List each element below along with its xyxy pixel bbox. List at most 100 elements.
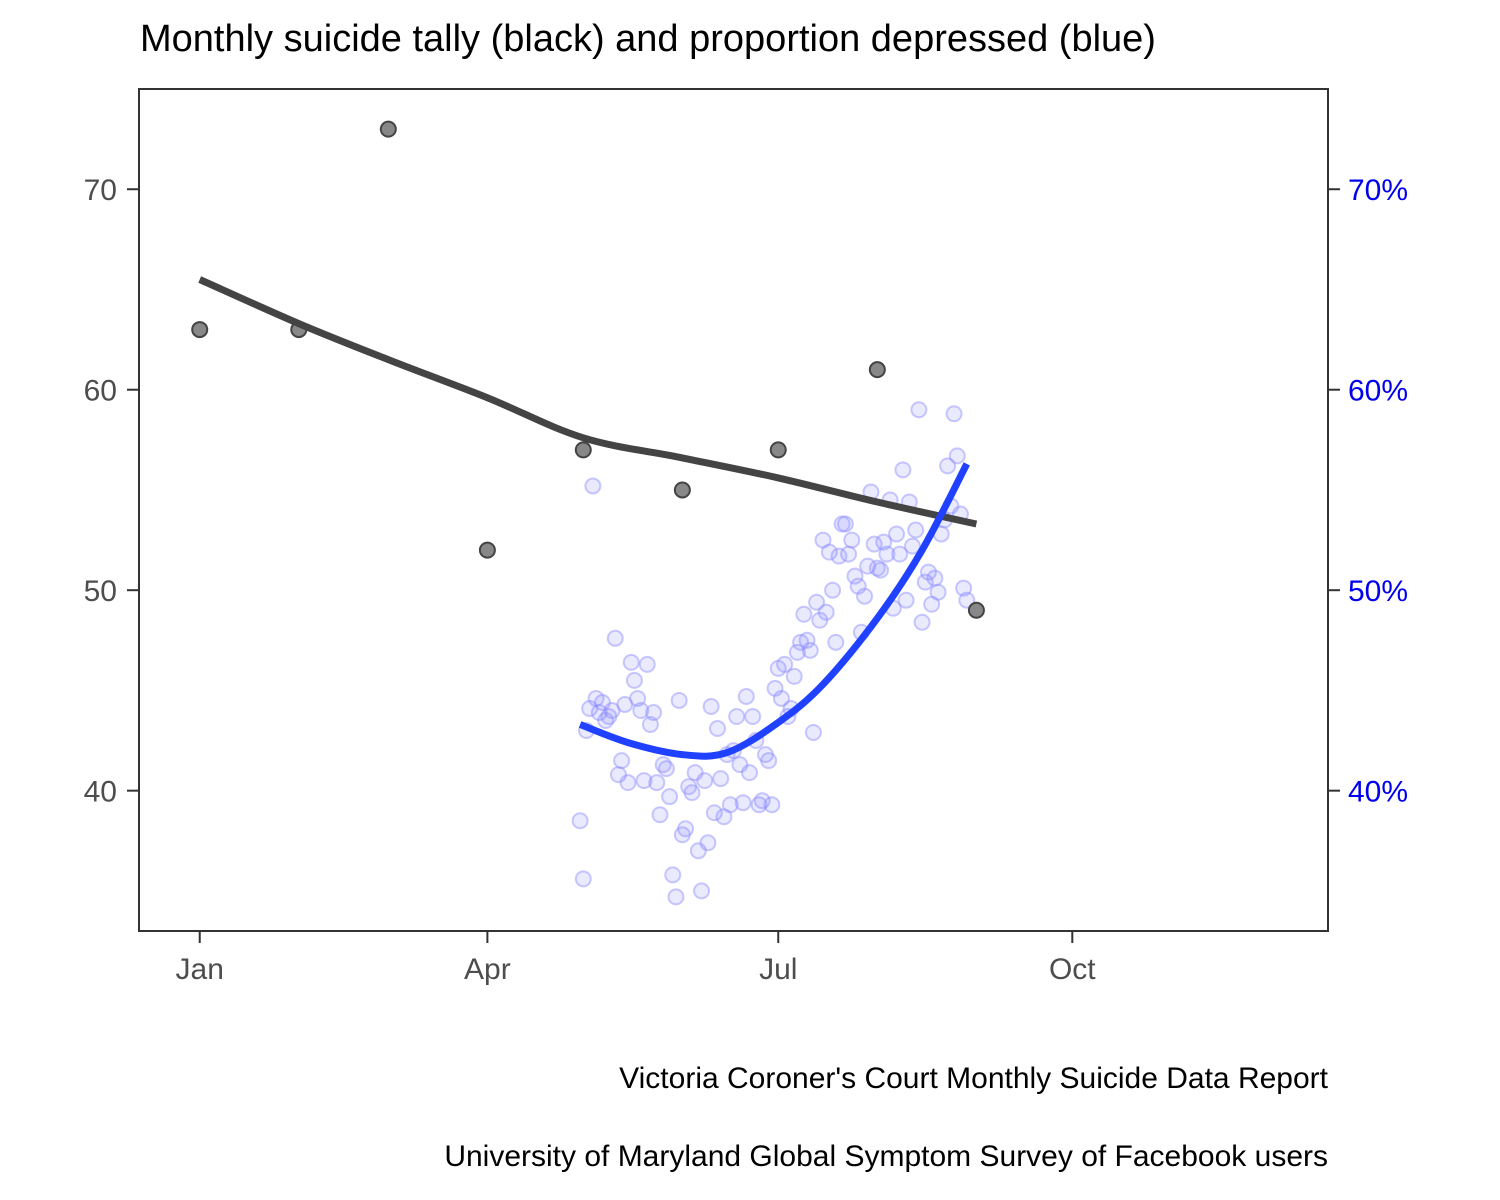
depressed-point bbox=[903, 537, 921, 555]
depressed-point bbox=[661, 788, 679, 806]
caption-source-2: University of Maryland Global Symptom Su… bbox=[444, 1140, 1328, 1173]
depressed-point bbox=[798, 631, 816, 649]
depressed-point bbox=[948, 447, 966, 465]
depressed-point bbox=[891, 545, 909, 563]
depressed-point bbox=[728, 707, 746, 725]
x-tick-label: Jul bbox=[759, 953, 797, 986]
depressed-point bbox=[667, 888, 685, 906]
depressed-point bbox=[916, 573, 934, 591]
depressed-point bbox=[632, 701, 650, 719]
depressed-point bbox=[715, 808, 733, 826]
depressed-point bbox=[894, 461, 912, 479]
depressed-point bbox=[645, 703, 663, 721]
depressed-point bbox=[849, 577, 867, 595]
depressed-point bbox=[590, 703, 608, 721]
suicide-point bbox=[769, 441, 787, 459]
depressed-point bbox=[600, 707, 618, 725]
depressed-point bbox=[744, 707, 762, 725]
depressed-point bbox=[619, 774, 637, 792]
depressed-point bbox=[811, 611, 829, 629]
depressed-point bbox=[686, 764, 704, 782]
plot-panel-border bbox=[138, 88, 1329, 932]
depressed-point bbox=[785, 667, 803, 685]
depressed-point bbox=[648, 774, 666, 792]
depressed-point bbox=[910, 401, 928, 419]
depressed-point bbox=[923, 595, 941, 613]
suicide-point bbox=[967, 601, 985, 619]
y-left-tick-label: 70 bbox=[84, 174, 117, 207]
depressed-point bbox=[846, 567, 864, 585]
depressed-point bbox=[750, 796, 768, 814]
depressed-point bbox=[760, 752, 778, 770]
y-left-tick-label: 40 bbox=[84, 776, 117, 809]
depressed-point bbox=[670, 691, 688, 709]
depressed-point bbox=[865, 535, 883, 553]
y-right-tick-label: 70% bbox=[1348, 174, 1408, 207]
depressed-point bbox=[597, 712, 615, 729]
depressed-point bbox=[804, 724, 822, 742]
depressed-point bbox=[808, 593, 826, 611]
depressed-point bbox=[945, 405, 963, 423]
depressed-point bbox=[683, 784, 701, 802]
depressed-point bbox=[878, 545, 896, 563]
y-left-tick-label: 50 bbox=[84, 575, 117, 608]
depressed-point bbox=[788, 643, 806, 661]
depressed-point bbox=[772, 689, 790, 707]
depressed-point bbox=[584, 477, 602, 495]
x-tick-label: Oct bbox=[1049, 953, 1096, 986]
depressed-point bbox=[606, 629, 624, 647]
depressed-point bbox=[734, 794, 752, 812]
depressed-point bbox=[616, 695, 634, 713]
suicide-point bbox=[574, 441, 592, 459]
depressed-point bbox=[939, 457, 957, 475]
suicide-points bbox=[191, 120, 985, 619]
x-axis: Jan Apr Jul Oct bbox=[176, 931, 1096, 986]
depressed-point bbox=[888, 525, 906, 543]
depressed-point bbox=[693, 882, 711, 900]
depressed-point bbox=[795, 605, 813, 623]
depressed-point bbox=[587, 689, 605, 707]
depressed-point bbox=[629, 689, 647, 707]
depressed-point bbox=[657, 760, 675, 778]
depressed-point bbox=[731, 756, 749, 774]
x-tick-label: Apr bbox=[464, 953, 511, 986]
x-tick-label: Jan bbox=[176, 953, 224, 986]
depressed-point bbox=[824, 581, 842, 599]
depressed-point bbox=[625, 671, 643, 689]
depressed-point bbox=[753, 792, 771, 810]
depressed-point bbox=[593, 693, 611, 711]
depressed-point bbox=[702, 697, 720, 715]
depressed-point bbox=[868, 559, 886, 577]
depressed-point bbox=[907, 521, 925, 539]
depressed-point bbox=[817, 603, 835, 621]
suicide-point bbox=[673, 481, 691, 499]
suicide-point bbox=[191, 321, 209, 339]
depressed-point bbox=[919, 563, 937, 581]
depressed-point bbox=[859, 557, 877, 575]
depressed-point bbox=[609, 766, 627, 784]
y-axis-left: 40 50 60 70 bbox=[84, 174, 139, 809]
depressed-point bbox=[613, 752, 631, 770]
depressed-point bbox=[955, 579, 973, 597]
y-right-tick-label: 50% bbox=[1348, 575, 1408, 608]
suicide-point bbox=[379, 120, 397, 138]
depressed-point bbox=[827, 633, 845, 651]
depressed-point bbox=[820, 543, 838, 561]
depressed-point bbox=[721, 796, 739, 814]
depressed-point bbox=[696, 772, 714, 790]
depressed-point bbox=[574, 870, 592, 888]
depressed-point bbox=[840, 545, 858, 563]
depressed-point bbox=[740, 764, 758, 782]
suicide-smooth-line bbox=[198, 276, 978, 528]
depressed-point bbox=[856, 587, 874, 605]
depressed-point bbox=[801, 641, 819, 659]
depressed-point bbox=[638, 655, 656, 673]
chart-title: Monthly suicide tally (black) and propor… bbox=[140, 18, 1156, 60]
y-axis-right: 40% 50% 60% 70% bbox=[1328, 174, 1408, 809]
depressed-point bbox=[766, 679, 784, 697]
depressed-point bbox=[929, 583, 947, 601]
depressed-point bbox=[875, 533, 893, 551]
depressed-point bbox=[958, 591, 976, 609]
depressed-point bbox=[622, 653, 640, 671]
depressed-point bbox=[763, 796, 781, 814]
